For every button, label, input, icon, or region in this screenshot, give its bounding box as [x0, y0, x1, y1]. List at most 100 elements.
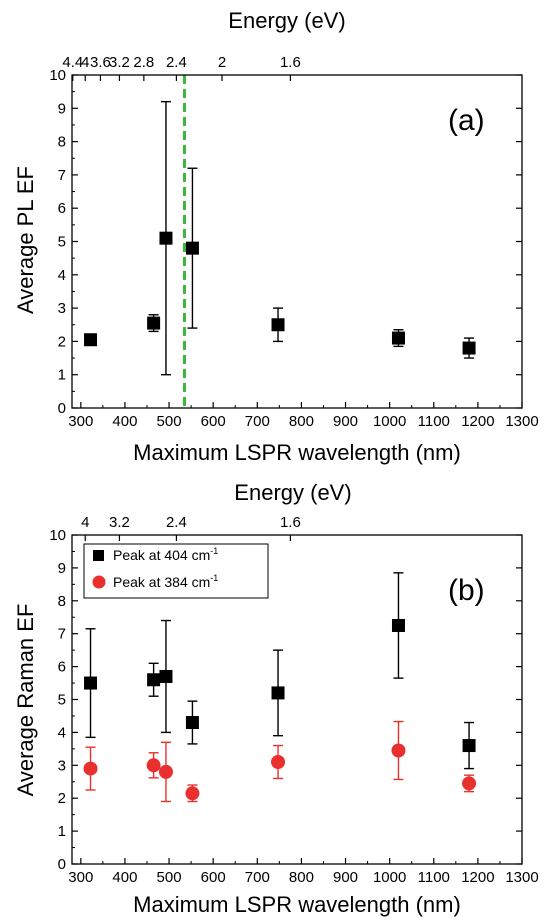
panel-label: (b) [448, 574, 485, 607]
y-tick-label: 1 [58, 367, 66, 384]
y-tick-label: 8 [58, 593, 66, 610]
y-tick-label: 10 [49, 67, 66, 84]
legend-entry-384: Peak at 384 cm-1 [113, 573, 218, 590]
data-point-square [391, 618, 405, 632]
x-tick-label: 700 [245, 413, 270, 430]
top-tick-label: 4.4 [62, 54, 83, 71]
y-tick-label: 0 [58, 856, 66, 873]
panel-a: Energy (eV) 4.44 3.63.2 2.8 2.4 2 1.6 0123456… [13, 8, 539, 465]
y-tick-label: 5 [58, 692, 66, 709]
data-point-square [84, 333, 98, 347]
data-point-circle [146, 758, 161, 773]
legend-marker-circle [92, 575, 106, 589]
data-point-circle [83, 761, 98, 776]
data-point-circle [271, 755, 286, 770]
x-tick-label: 1200 [461, 869, 494, 886]
y-tick-label: 4 [58, 267, 66, 284]
data-point-square [159, 231, 173, 245]
y-tick-label: 10 [49, 527, 66, 544]
panel-label: (a) [448, 104, 485, 137]
legend-entry-404-sup: -1 [210, 546, 218, 556]
x-tick-label: 1100 [418, 869, 450, 886]
data-point-square [462, 739, 476, 753]
x-axis-title: Maximum LSPR wavelength (nm) [133, 892, 461, 917]
top-tick-label: 3.2 [109, 54, 130, 71]
legend-entry-404: Peak at 404 cm-1 [113, 546, 218, 563]
y-tick-label: 2 [58, 790, 66, 807]
data-point-square [462, 341, 476, 355]
data-point-square [391, 331, 405, 345]
y-tick-label: 9 [58, 560, 66, 577]
x-tick-label: 1300 [505, 413, 538, 430]
x-tick-label: 400 [112, 413, 137, 430]
y-tick-label: 3 [58, 300, 66, 317]
legend-entry-384-text: Peak at 384 cm [113, 574, 210, 590]
y-tick-label: 0 [58, 400, 66, 417]
legend-entry-404-text: Peak at 404 cm [113, 547, 210, 563]
data-point-circle [158, 764, 173, 779]
x-tick-label: 300 [68, 413, 93, 430]
top-axis-title: Energy (eV) [228, 8, 345, 33]
y-tick-label: 2 [58, 333, 66, 350]
y-tick-labels: 0 1 2 3 4 5 6 7 8 9 10 [49, 67, 66, 417]
x-tick-label: 1000 [373, 869, 406, 886]
x-tick-labels: 300 400 500 600 700 800 900 1000 1100 1200 1300 [68, 413, 538, 430]
y-tick-labels: 0 1 2 3 4 5 6 7 8 9 10 [49, 527, 66, 873]
top-tick-labels: 4.44 3.63.2 2.8 2.4 2 1.6 [62, 54, 300, 71]
x-tick-label: 500 [157, 869, 182, 886]
plot-frame [71, 534, 523, 865]
top-tick-labels: 4 3.2 2.4 1.6 [81, 514, 301, 531]
y-tick-label: 8 [58, 134, 66, 151]
x-tick-label: 1000 [373, 413, 406, 430]
legend-marker-square [93, 550, 104, 561]
x-tick-label: 300 [68, 869, 93, 886]
x-tick-label: 800 [289, 869, 314, 886]
legend: Peak at 404 cm-1 Peak at 384 cm-1 [83, 543, 269, 599]
x-tick-label: 900 [333, 869, 358, 886]
data-point-square [271, 318, 285, 332]
data-point-square [84, 676, 98, 690]
panel-b: Energy (eV) 4 3.2 2.4 1.6 0 1 2 3 4 5 6 7 8 9 10 300 4… [13, 480, 539, 917]
x-tick-label: 1300 [505, 869, 538, 886]
y-tick-label: 4 [58, 724, 66, 741]
top-tick-label: 4 [81, 54, 89, 71]
top-tick-label: 1.6 [280, 54, 301, 71]
top-tick-label: 2 [218, 54, 226, 71]
data-point-square [185, 241, 199, 255]
x-tick-label: 600 [201, 869, 226, 886]
x-axis-title: Maximum LSPR wavelength (nm) [133, 440, 461, 465]
data-point-square [147, 316, 161, 330]
x-tick-labels: 300 400 500 600 700 800 900 1000 1100 1200 1300 [68, 869, 538, 886]
top-tick-label: 3.2 [109, 514, 130, 531]
x-tick-label: 900 [333, 413, 358, 430]
plot-frame [71, 74, 523, 409]
y-tick-label: 3 [58, 757, 66, 774]
y-tick-label: 7 [58, 167, 66, 184]
y-tick-label: 6 [58, 200, 66, 217]
data-point-square [159, 669, 173, 683]
data-point-circle [185, 786, 200, 801]
y-tick-label: 7 [58, 626, 66, 643]
y-axis-title: Average PL EF [13, 166, 38, 314]
top-axis-title: Energy (eV) [234, 480, 351, 505]
top-tick-label: 2.4 [166, 514, 187, 531]
data-point-circle [462, 776, 477, 791]
legend-box [83, 543, 269, 599]
error-bars [85, 100, 475, 376]
top-tick-label: 2.4 [166, 54, 187, 71]
top-tick-label: 2.8 [133, 54, 154, 71]
x-tick-label: 500 [157, 413, 182, 430]
x-tick-label: 1100 [418, 413, 450, 430]
y-axis-title: Average Raman EF [13, 604, 38, 797]
x-tick-label: 400 [112, 869, 137, 886]
data-markers [84, 231, 476, 355]
data-point-square [271, 686, 285, 700]
top-tick-label: 3.6 [90, 54, 111, 71]
data-point-circle [391, 743, 406, 758]
top-tick-label: 4 [81, 514, 89, 531]
top-tick-label: 1.6 [280, 514, 301, 531]
x-tick-label: 600 [201, 413, 226, 430]
data-point-square [185, 716, 199, 730]
data-markers [83, 618, 477, 801]
